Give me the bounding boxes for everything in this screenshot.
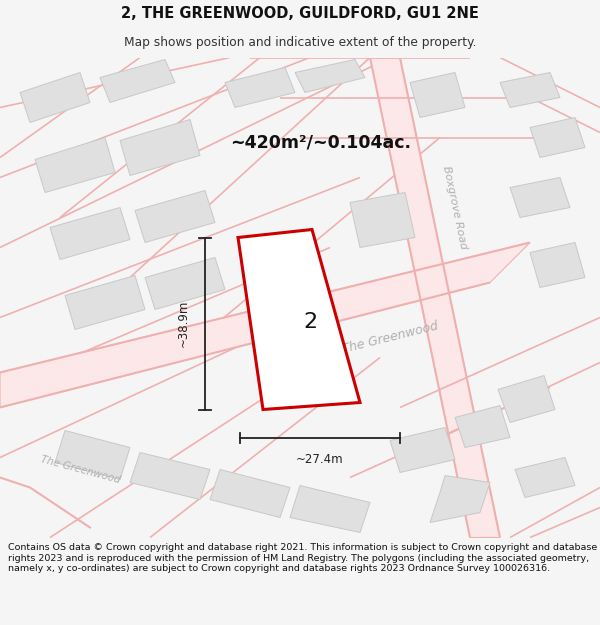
Polygon shape [50, 208, 130, 259]
Polygon shape [530, 242, 585, 288]
Polygon shape [145, 258, 225, 309]
Polygon shape [210, 469, 290, 518]
Polygon shape [510, 177, 570, 217]
Polygon shape [55, 431, 130, 479]
Polygon shape [130, 452, 210, 499]
Polygon shape [498, 376, 555, 423]
Text: The Greenwood: The Greenwood [39, 454, 121, 485]
Text: ~27.4m: ~27.4m [296, 453, 344, 466]
Polygon shape [410, 72, 465, 118]
Polygon shape [370, 58, 500, 538]
Polygon shape [455, 406, 510, 447]
Polygon shape [350, 192, 415, 248]
Text: The Greenwood: The Greenwood [341, 319, 439, 356]
Polygon shape [390, 428, 455, 472]
Text: Boxgrove Road: Boxgrove Road [441, 165, 469, 250]
Polygon shape [515, 458, 575, 498]
Text: 2, THE GREENWOOD, GUILDFORD, GU1 2NE: 2, THE GREENWOOD, GUILDFORD, GU1 2NE [121, 6, 479, 21]
Polygon shape [35, 138, 115, 192]
Polygon shape [238, 229, 360, 409]
Polygon shape [120, 119, 200, 176]
Text: ~420m²/~0.104ac.: ~420m²/~0.104ac. [230, 134, 411, 151]
Polygon shape [100, 59, 175, 102]
Polygon shape [20, 72, 90, 122]
Text: Map shows position and indicative extent of the property.: Map shows position and indicative extent… [124, 36, 476, 49]
Polygon shape [500, 72, 560, 107]
Polygon shape [430, 476, 490, 522]
Polygon shape [290, 486, 370, 532]
Polygon shape [65, 276, 145, 329]
Polygon shape [225, 68, 295, 108]
Text: Contains OS data © Crown copyright and database right 2021. This information is : Contains OS data © Crown copyright and d… [8, 543, 597, 573]
Polygon shape [0, 242, 530, 408]
Text: ~38.9m: ~38.9m [176, 300, 190, 348]
Text: 2: 2 [303, 312, 317, 332]
Polygon shape [295, 59, 365, 92]
Polygon shape [135, 191, 215, 242]
Polygon shape [530, 118, 585, 158]
